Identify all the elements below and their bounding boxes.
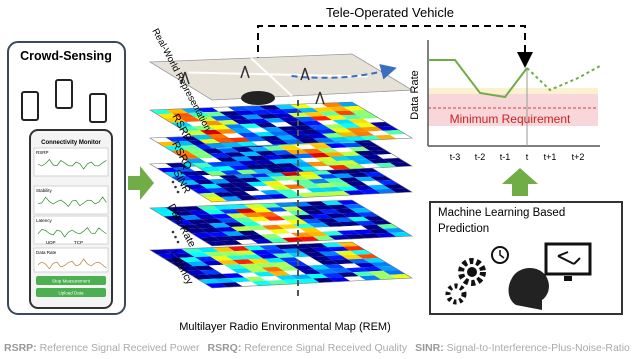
diagram: Tele-Operated Vehicle Crowd-Sensing Conn…: [0, 0, 638, 359]
ellipsis-dot: [177, 191, 180, 194]
app-panel-label: Stability: [36, 188, 53, 193]
legend-text: Reference Signal Received Quality: [244, 342, 407, 354]
abbreviation-legend: RSRP: Reference Signal Received PowerRSR…: [4, 342, 638, 354]
app-panel-label: RSRP: [36, 150, 49, 155]
vehicle-label: Tele-Operated Vehicle: [326, 5, 454, 20]
ml-title: Machine Learning Based Prediction: [438, 205, 618, 237]
chart-y-label: Data Rate: [409, 70, 421, 120]
app-button-label: Stop Measurement: [52, 279, 91, 284]
ellipsis-dot: [174, 236, 177, 239]
app-legend: TCP: [74, 240, 83, 245]
rem-caption: Multilayer Radio Environmental Map (REM): [179, 321, 391, 333]
legend-abbr: RSRP:: [4, 342, 37, 354]
x-label: t+1: [544, 152, 557, 162]
x-label: t: [526, 152, 529, 162]
legend-item: RSRP: Reference Signal Received Power: [4, 342, 200, 354]
threshold-label: Minimum Requirement: [450, 112, 571, 126]
ml-title-box: Machine Learning Based Prediction: [438, 205, 618, 241]
diagram-canvas: Tele-Operated Vehicle Crowd-Sensing Conn…: [0, 0, 638, 340]
flow-arrow: [128, 166, 154, 200]
legend-item: SINR: Signal-to-Interference-Plus-Noise-…: [415, 342, 630, 354]
ellipsis-dot: [174, 186, 177, 189]
threshold-band: [428, 88, 598, 94]
legend-text: Signal-to-Interference-Plus-Noise-Ratio: [447, 342, 630, 354]
app-legend: UDP: [46, 240, 56, 245]
legend-abbr: SINR:: [415, 342, 444, 354]
app-panel-label: Latency: [36, 218, 53, 223]
app-button-label: Upload Data: [58, 291, 84, 296]
ellipsis-dot: [172, 181, 175, 184]
x-label: t-3: [450, 152, 461, 162]
legend-abbr: RSRQ:: [208, 342, 242, 354]
legend-item: RSRQ: Reference Signal Received Quality: [208, 342, 408, 354]
app-title: Connectivity Monitor: [41, 140, 101, 146]
ellipsis-dot: [172, 231, 175, 234]
app-panel-label: Data Rate: [36, 250, 57, 255]
x-label: t-1: [500, 152, 511, 162]
legend-text: Reference Signal Received Power: [40, 342, 200, 354]
flow-arrow: [502, 168, 538, 196]
x-label: t+2: [572, 152, 585, 162]
crowd-sensing-title: Crowd-Sensing: [20, 49, 112, 63]
x-label: t-2: [475, 152, 486, 162]
forecast-line: [527, 66, 600, 90]
vehicle: [241, 91, 275, 105]
ellipsis-dot: [177, 241, 180, 244]
